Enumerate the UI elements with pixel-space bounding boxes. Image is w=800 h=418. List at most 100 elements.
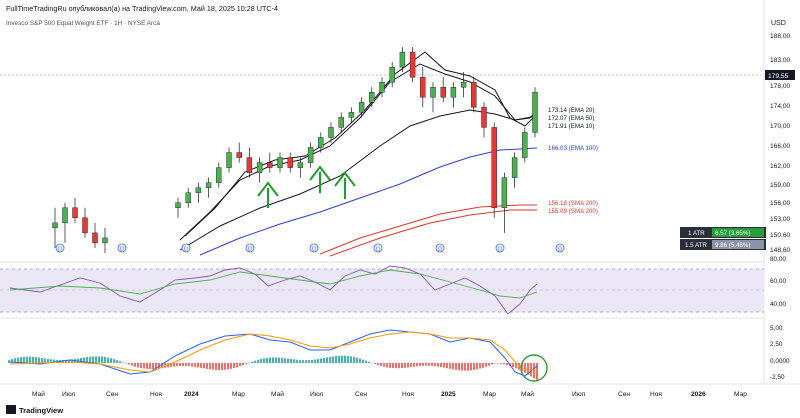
macd-bar [71, 359, 73, 363]
ma-labels: 173.14 (EMA 20) 172.07 (EMA 50) 171.91 (… [548, 107, 598, 215]
macd-bar [215, 363, 217, 370]
macd-bar [317, 359, 319, 363]
macd-bar [224, 363, 226, 370]
macd-bar [368, 361, 370, 363]
candle [195, 187, 202, 193]
macd-bar [428, 363, 430, 366]
candle [82, 217, 88, 234]
macd-bar [497, 363, 499, 364]
macd-bar [131, 363, 133, 366]
macd-bar [326, 357, 328, 363]
macd-bar [92, 356, 94, 363]
time-tick: Сен [106, 391, 118, 398]
macd-bar [359, 358, 361, 363]
macd-bar [422, 363, 424, 366]
candle [481, 107, 487, 128]
time-tick: Мар [483, 391, 496, 398]
macd-bar [416, 363, 418, 367]
macd-bar [113, 359, 115, 363]
ema10-label: 171.91 (EMA 10) [548, 123, 594, 130]
macd-bar [17, 357, 19, 363]
macd-bar [152, 363, 154, 369]
macd-bar [278, 357, 280, 363]
macd-bar [467, 363, 469, 371]
macd-bar [122, 362, 124, 363]
macd-histogram [8, 355, 538, 381]
macd-bar [434, 363, 436, 367]
candle [205, 182, 212, 188]
dividend-marker[interactable] [495, 243, 505, 253]
macd-bar [386, 363, 388, 368]
macd-bar [512, 363, 514, 368]
macd-bar [26, 356, 28, 363]
macd-bar [212, 363, 214, 370]
macd-bar [365, 360, 367, 363]
macd-bar [23, 356, 25, 363]
candle [409, 51, 416, 78]
dividend-marker-label: D [438, 247, 442, 253]
macd-bar [500, 363, 502, 364]
time-tick: Июл [572, 391, 586, 398]
candle [307, 147, 314, 163]
macd-bar [503, 363, 505, 365]
dividend-marker[interactable] [181, 243, 191, 253]
macd-bar [398, 363, 400, 369]
macd-bar [65, 359, 67, 363]
macd-bar [272, 357, 274, 363]
macd-bar [308, 360, 310, 363]
dividend-marker[interactable] [435, 243, 445, 253]
up-arrow-icon [334, 171, 356, 199]
sma200-line-2 [329, 209, 537, 257]
macd-bar [101, 356, 103, 363]
macd-bar [431, 363, 433, 366]
price-tick: 166,00 [770, 143, 791, 150]
macd-bar [470, 363, 472, 371]
price-tick: 178,00 [770, 83, 791, 90]
up-arrow-icon [309, 165, 331, 193]
macd-bar [53, 359, 55, 363]
macd-bar [257, 359, 259, 363]
macd-bar [323, 357, 325, 363]
trend-arrows [257, 165, 356, 208]
macd-bar [476, 363, 478, 370]
dividend-marker[interactable] [55, 243, 65, 253]
dividend-marker[interactable] [117, 243, 127, 253]
macd-bar [209, 363, 211, 370]
macd-bar [515, 363, 517, 369]
macd-bar [464, 363, 466, 371]
candle [348, 112, 355, 118]
atr15-value: 9.86 (5.48%) [715, 242, 750, 249]
macd-bar [86, 357, 88, 363]
highlight-circle [520, 354, 548, 382]
macd-bar [191, 363, 193, 367]
macd-bar [251, 361, 253, 363]
dividend-marker-label: D [376, 247, 380, 253]
price-tick: 162,00 [770, 163, 791, 170]
ema100-line [199, 147, 538, 256]
price-tick: 159,00 [770, 182, 791, 189]
time-tick: Сен [355, 391, 367, 398]
macd-bar [227, 363, 229, 370]
dividend-marker[interactable] [309, 243, 319, 253]
macd-bar [380, 363, 382, 366]
macd-bar [458, 363, 460, 371]
macd-bar [347, 355, 349, 363]
price-tick: 153,00 [770, 216, 791, 223]
candle [52, 222, 58, 229]
macd-bar [263, 358, 265, 363]
macd-bar [332, 356, 334, 363]
candle [399, 51, 406, 68]
candle [379, 82, 385, 93]
atr-label: 1 ATR [688, 230, 705, 237]
candle [72, 207, 78, 219]
macd-bar [170, 363, 172, 367]
candle [511, 157, 518, 178]
macd-bar [377, 363, 379, 365]
dividend-marker[interactable] [245, 243, 255, 253]
dividend-marker[interactable] [373, 243, 383, 253]
dividend-marker[interactable] [555, 243, 565, 253]
tradingview-logo-icon [6, 405, 16, 414]
candle [338, 117, 344, 128]
